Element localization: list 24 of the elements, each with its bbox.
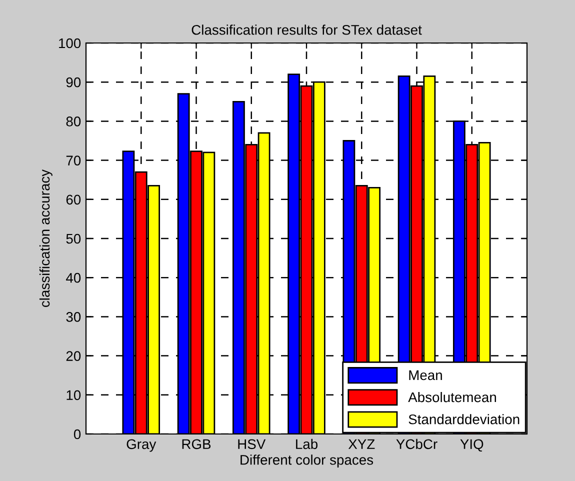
x-tick-label: YIQ [460,439,484,452]
y-tick-label: 60 [66,194,81,205]
chart-title: Classification results for STex dataset [192,24,422,35]
y-tick-label: 30 [66,312,81,322]
legend-label: Absolutemean [408,392,496,402]
y-tick-label: 40 [66,272,81,283]
x-tick-label: RGB [182,439,211,450]
x-tick-label: YCbCr [396,438,438,450]
y-tick-label: 70 [66,156,81,166]
x-tick-label: Gray [126,439,156,452]
x-tick-label: Lab [296,438,318,450]
x-axis-title: Different color spaces [240,454,374,468]
legend-label: Mean [409,370,442,380]
legend-label: Standarddeviation [408,414,520,424]
y-tick-label: 0 [74,429,81,440]
y-tick-label: 50 [66,234,81,244]
x-tick-label: XYZ [348,439,375,449]
x-tick-label: HSV [238,439,266,450]
y-tick-label: 90 [66,77,81,88]
y-tick-label: 80 [66,116,81,126]
y-tick-label: 10 [66,390,81,400]
y-tick-label: 100 [59,38,81,48]
y-axis-title: classification accuracy [39,169,52,307]
y-tick-label: 20 [66,351,81,361]
